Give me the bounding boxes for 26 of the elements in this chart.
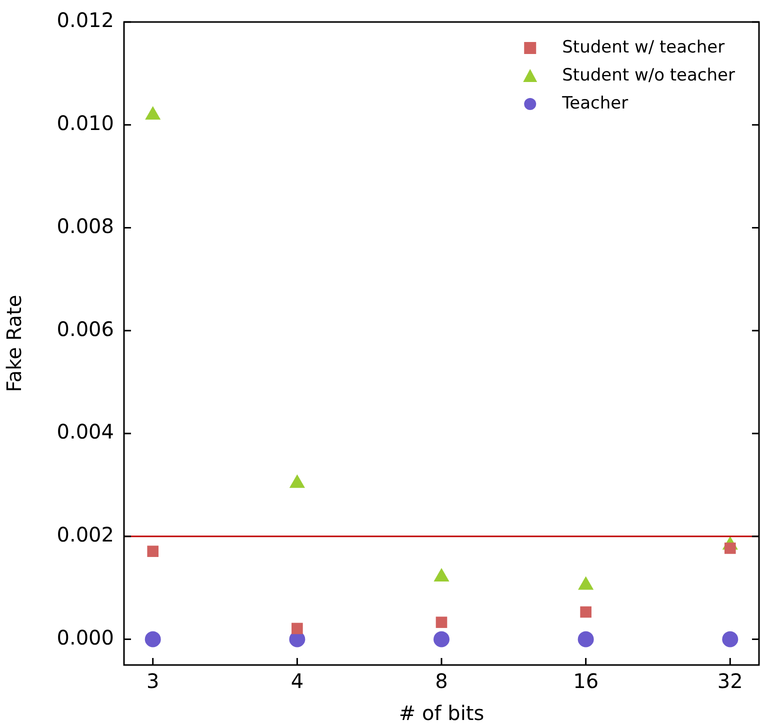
point <box>144 631 161 648</box>
x-tick-label: 32 <box>717 669 743 694</box>
x-axis-title: # of bits <box>398 701 484 726</box>
y-tick-label: 0.012 <box>56 8 114 32</box>
point <box>145 106 161 120</box>
y-tick-label: 0.006 <box>56 316 114 341</box>
y-tick-label: 0.010 <box>56 111 114 136</box>
point <box>147 546 159 557</box>
point <box>436 616 448 628</box>
point <box>292 622 303 634</box>
legend-label: Teacher <box>561 93 628 114</box>
x-tick-label: 4 <box>290 669 304 694</box>
x-tick-label: 8 <box>435 669 448 694</box>
y-tick-label: 0.002 <box>56 522 114 547</box>
legend-label: Student w/ teacher <box>562 37 725 58</box>
y-axis-title: Fake Rate <box>2 294 26 392</box>
legend-label: Student w/o teacher <box>562 65 736 86</box>
y-tick-label: 0.000 <box>56 625 114 650</box>
point <box>580 606 592 618</box>
x-tick-label: 16 <box>573 669 599 694</box>
point <box>434 631 450 648</box>
y-tick-label: 0.004 <box>56 420 114 444</box>
y-tick-label: 0.008 <box>56 214 114 238</box>
point <box>722 631 738 648</box>
x-tick-label: 3 <box>146 669 160 694</box>
point <box>578 631 594 648</box>
